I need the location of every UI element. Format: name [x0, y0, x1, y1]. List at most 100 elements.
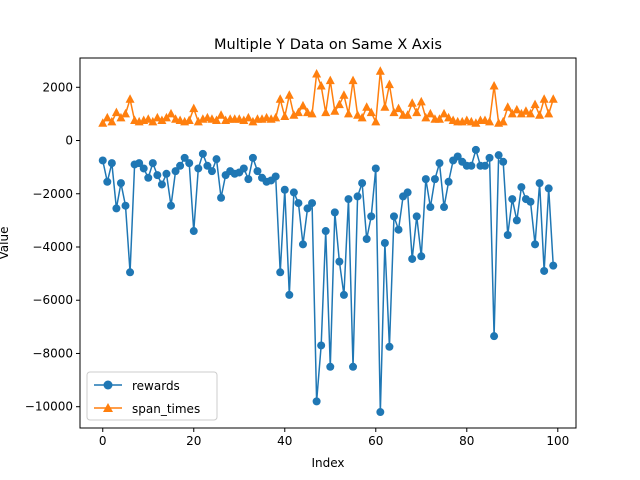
data-point	[343, 108, 353, 118]
x-axis-label: Index	[311, 456, 344, 470]
data-point	[540, 266, 549, 275]
data-point	[243, 112, 253, 122]
data-point	[535, 110, 545, 119]
data-point	[503, 102, 513, 111]
data-point	[271, 172, 280, 181]
legend: rewards span_times	[86, 371, 218, 421]
data-point	[193, 116, 203, 126]
data-point	[544, 184, 553, 193]
data-point	[471, 145, 480, 154]
data-point	[498, 116, 508, 126]
data-point	[467, 161, 476, 170]
data-point	[530, 99, 540, 109]
y-tick-label: −2000	[32, 187, 73, 201]
data-point	[167, 201, 176, 210]
data-point	[471, 118, 481, 127]
data-point	[189, 227, 198, 236]
data-point	[376, 408, 385, 417]
data-point	[307, 108, 317, 118]
data-point	[371, 116, 381, 126]
data-point	[116, 179, 125, 188]
data-point	[121, 201, 130, 210]
data-point	[312, 397, 321, 406]
data-point	[516, 108, 526, 118]
data-point	[494, 151, 503, 160]
data-point	[417, 252, 426, 261]
data-point	[416, 96, 426, 106]
data-point	[344, 195, 353, 204]
data-point	[285, 290, 294, 299]
data-point	[517, 183, 526, 192]
data-point	[161, 112, 171, 122]
data-point	[366, 107, 376, 117]
data-point	[335, 257, 344, 266]
data-point	[526, 108, 535, 118]
data-point	[334, 99, 344, 109]
x-tick-label: 80	[459, 434, 474, 448]
data-point	[330, 106, 340, 115]
data-point	[435, 159, 444, 168]
data-point	[480, 161, 489, 170]
data-point	[521, 106, 531, 115]
data-point	[444, 177, 453, 186]
data-point	[280, 185, 289, 194]
data-point	[348, 75, 358, 85]
y-tick-label: 0	[65, 134, 73, 148]
data-point	[507, 108, 517, 118]
x-tick-label: 20	[186, 434, 201, 448]
data-point	[298, 100, 308, 110]
data-point	[358, 179, 367, 188]
data-point	[339, 290, 348, 299]
data-point	[102, 112, 112, 122]
data-point	[189, 103, 199, 113]
series-layer	[98, 66, 558, 417]
data-point	[126, 268, 135, 277]
y-tick-label: 2000	[42, 80, 73, 94]
data-point	[549, 261, 558, 270]
x-tick-label: 0	[99, 434, 107, 448]
x-tick-label: 40	[277, 434, 292, 448]
data-point	[330, 208, 339, 217]
data-point	[162, 169, 171, 178]
data-point	[440, 203, 449, 212]
data-point	[198, 149, 207, 158]
data-point	[384, 79, 394, 89]
data-point	[408, 254, 417, 263]
data-point	[339, 90, 349, 99]
y-axis: −10000 −8000 −6000 −4000 −2000 0 2000	[25, 80, 80, 414]
data-point	[248, 116, 258, 126]
x-axis: 0 20 40 60 80 100	[99, 428, 569, 448]
legend-marker-span-times	[103, 403, 113, 412]
data-point	[394, 225, 403, 234]
data-point	[207, 167, 216, 176]
data-point	[112, 204, 121, 213]
data-point	[357, 112, 367, 122]
data-point	[248, 153, 257, 162]
data-point	[403, 110, 413, 119]
data-point	[98, 118, 108, 127]
data-point	[107, 159, 116, 168]
data-point	[485, 116, 495, 126]
data-point	[144, 173, 153, 182]
data-point	[434, 114, 444, 123]
data-point	[143, 114, 153, 123]
data-point	[184, 115, 194, 125]
data-point	[139, 164, 148, 173]
data-point	[180, 153, 189, 162]
data-point	[294, 199, 303, 208]
data-point	[375, 66, 385, 75]
data-point	[485, 153, 494, 162]
data-point	[284, 90, 294, 99]
data-point	[316, 80, 326, 90]
data-point	[152, 112, 162, 122]
data-point	[121, 108, 130, 118]
data-point	[526, 197, 535, 206]
data-point	[544, 108, 554, 118]
data-point	[353, 192, 362, 201]
data-point	[271, 112, 281, 122]
y-axis-label: Value	[0, 227, 11, 260]
data-point	[444, 112, 454, 122]
data-point	[362, 102, 372, 111]
y-tick-label: −10000	[25, 400, 73, 414]
data-point	[439, 108, 449, 118]
